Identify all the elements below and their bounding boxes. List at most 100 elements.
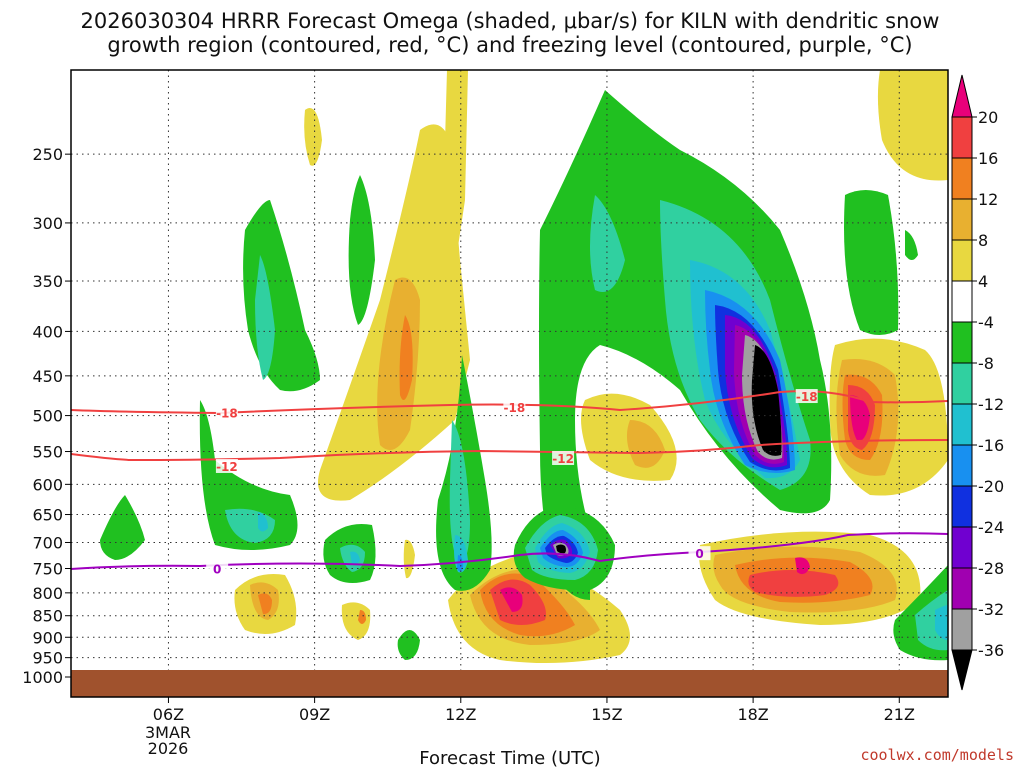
colorbar-swatch-12 bbox=[951, 567, 973, 610]
omega-region-45 bbox=[255, 255, 275, 380]
omega-region-60 bbox=[556, 544, 566, 554]
dendritic-label-1: -12 bbox=[216, 460, 238, 474]
colorbar-label-12: -32 bbox=[978, 600, 1004, 619]
colorbar-label-4: 4 bbox=[978, 272, 988, 291]
credit-text: coolwx.com/models bbox=[860, 746, 1014, 764]
y-tick-label-650: 650 bbox=[32, 506, 63, 525]
omega-region-31 bbox=[590, 195, 625, 292]
colorbar-label-1: 16 bbox=[978, 149, 998, 168]
dendritic-contour-minus-12 bbox=[71, 439, 948, 462]
colorbar-label-5: -4 bbox=[978, 313, 994, 332]
dendritic-label-0-bg bbox=[215, 405, 238, 420]
omega-region-50 bbox=[449, 420, 470, 565]
colorbar-top-arrow bbox=[951, 74, 973, 118]
y-tick-label-400: 400 bbox=[32, 322, 63, 341]
omega-region-1 bbox=[304, 108, 322, 166]
colorbar-label-0: 20 bbox=[978, 108, 998, 127]
y-tick-label-800: 800 bbox=[32, 584, 63, 603]
y-tick-label-300: 300 bbox=[32, 214, 63, 233]
colorbar-bottom-arrow bbox=[951, 649, 973, 691]
y-tick-label-850: 850 bbox=[32, 607, 63, 626]
colorbar: 20 16 12 8 4 -4 -8 -12 -16 -20 -24 -28 -32 -36 bbox=[951, 74, 1004, 691]
dendritic-label-4: -18 bbox=[796, 390, 818, 404]
omega-region-61 bbox=[844, 190, 899, 335]
colorbar-swatch-4 bbox=[951, 239, 973, 282]
omega-region-16 bbox=[748, 570, 839, 597]
omega-region-25 bbox=[258, 593, 272, 615]
contour-labels: -18 -12 -18 -12 -18 0 0 bbox=[206, 389, 818, 577]
colorbar-swatch-8 bbox=[951, 403, 973, 446]
dendritic-label-4-bg bbox=[795, 389, 818, 404]
x-tick-label-09Z: 09Z bbox=[299, 705, 330, 724]
x-axis-ticks: 06Z 09Z 12Z 15Z 18Z 21Z bbox=[153, 697, 915, 724]
omega-region-6 bbox=[626, 420, 665, 468]
omega-region-28 bbox=[403, 539, 415, 579]
y-tick-label-600: 600 bbox=[32, 475, 63, 494]
omega-region-40 bbox=[100, 495, 145, 560]
colorbar-swatch-6 bbox=[951, 321, 973, 364]
dendritic-label-3-bg bbox=[552, 450, 575, 465]
omega-region-29 bbox=[348, 175, 375, 325]
x-tick-label-15Z: 15Z bbox=[591, 705, 622, 724]
y-tick-label-950: 950 bbox=[32, 649, 63, 668]
omega-region-66 bbox=[397, 630, 420, 660]
y-tick-label-500: 500 bbox=[32, 407, 63, 426]
y-tick-label-1000: 1000 bbox=[22, 668, 63, 687]
colorbar-swatch-1 bbox=[951, 116, 973, 159]
colorbar-swatch-7 bbox=[951, 362, 973, 405]
colorbar-label-11: -28 bbox=[978, 559, 1004, 578]
dendritic-label-2: -18 bbox=[504, 401, 526, 415]
omega-region-65 bbox=[935, 605, 948, 640]
omega-region-0 bbox=[415, 70, 468, 390]
omega-region-7 bbox=[877, 70, 948, 181]
ground-surface bbox=[71, 670, 948, 697]
colorbar-label-7: -12 bbox=[978, 395, 1004, 414]
colorbar-label-10: -24 bbox=[978, 518, 1004, 537]
colorbar-swatch-10 bbox=[951, 485, 973, 528]
plot-frame bbox=[70, 69, 949, 698]
colorbar-label-6: -8 bbox=[978, 354, 994, 373]
y-tick-label-450: 450 bbox=[32, 367, 63, 386]
omega-region-27 bbox=[358, 610, 366, 624]
x-tick-label-12Z: 12Z bbox=[445, 705, 476, 724]
colorbar-label-9: -20 bbox=[978, 477, 1004, 496]
y-tick-label-700: 700 bbox=[32, 533, 63, 552]
colorbar-swatch-2 bbox=[951, 157, 973, 200]
colorbar-label-13: -36 bbox=[978, 641, 1004, 660]
dendritic-label-0: -18 bbox=[216, 406, 238, 420]
dendritic-label-3: -12 bbox=[552, 452, 574, 466]
y-tick-label-350: 350 bbox=[32, 272, 63, 291]
omega-shading bbox=[100, 70, 948, 664]
omega-region-22 bbox=[500, 587, 523, 612]
chart-title-line-2: growth region (contoured, red, °C) and f… bbox=[107, 33, 912, 57]
dendritic-label-1-bg bbox=[215, 458, 238, 473]
omega-region-12 bbox=[850, 395, 870, 442]
omega-region-44 bbox=[243, 200, 320, 392]
colorbar-swatch-3 bbox=[951, 198, 973, 241]
omega-region-4 bbox=[399, 315, 413, 400]
colorbar-swatch-9 bbox=[951, 444, 973, 487]
colorbar-label-8: -16 bbox=[978, 436, 1004, 455]
omega-region-48 bbox=[350, 551, 360, 565]
x-tick-label-21Z: 21Z bbox=[884, 705, 915, 724]
grid-lines bbox=[71, 70, 948, 670]
y-tick-label-550: 550 bbox=[32, 443, 63, 462]
x-axis-label: Forecast Time (UTC) bbox=[419, 748, 600, 768]
colorbar-swatch-13 bbox=[951, 608, 973, 651]
y-tick-label-750: 750 bbox=[32, 560, 63, 579]
y-tick-label-250: 250 bbox=[32, 145, 63, 164]
freezing-label-1-bg bbox=[688, 546, 711, 561]
omega-region-39 bbox=[751, 345, 782, 456]
omega-region-17 bbox=[795, 557, 810, 575]
colorbar-label-2: 12 bbox=[978, 190, 998, 209]
omega-region-43 bbox=[258, 512, 268, 532]
colorbar-swatch-5 bbox=[951, 280, 973, 323]
x-tick-label-18Z: 18Z bbox=[737, 705, 768, 724]
omega-region-62 bbox=[905, 230, 918, 260]
y-axis-ticks: 250 300 350 400 450 500 550 600 650 700 750 800 850 9… bbox=[22, 145, 71, 687]
date-label-year: 2026 bbox=[148, 739, 189, 758]
freezing-label-0: 0 bbox=[213, 563, 221, 577]
omega-region-41 bbox=[199, 400, 298, 550]
date-label-month: 3MAR bbox=[145, 723, 191, 742]
